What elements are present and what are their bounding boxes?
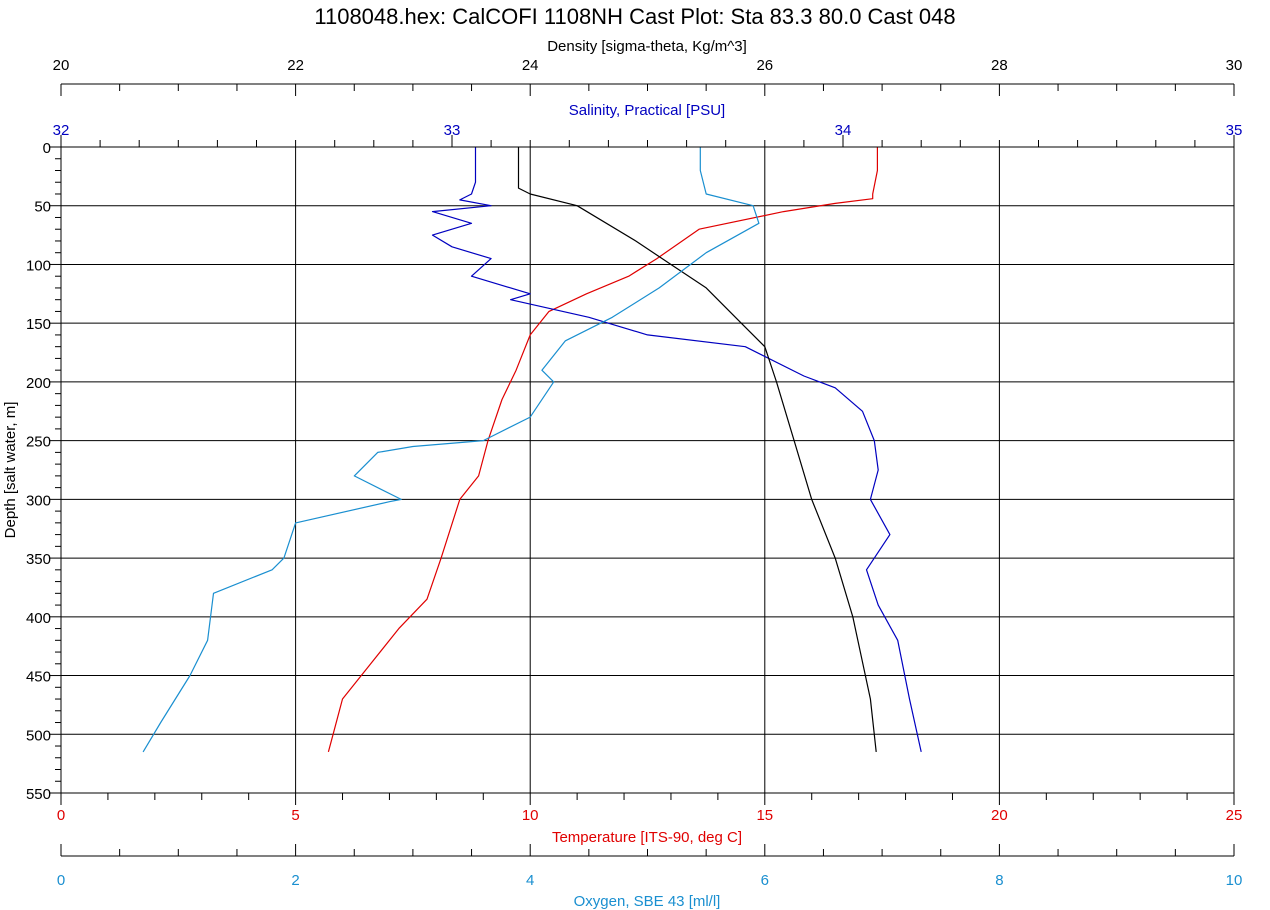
temperature-tick-label: 15 <box>756 807 773 824</box>
density-axis-title: Density [sigma-theta, Kg/m^3] <box>547 38 747 55</box>
y-tick-label: 500 <box>26 727 51 744</box>
oxygen-tick-label: 4 <box>526 872 534 889</box>
y-axis-title: Depth [salt water, m] <box>2 402 19 539</box>
oxygen-axis: 0 2 4 6 8 10 <box>57 844 1243 889</box>
oxygen-tick-label: 2 <box>291 872 299 889</box>
y-tick-label: 50 <box>34 199 51 216</box>
plot-frame <box>60 146 1235 794</box>
chart-title: 1108048.hex: CalCOFI 1108NH Cast Plot: S… <box>314 4 955 29</box>
temperature-axis: 0 5 10 15 20 25 <box>57 792 1243 824</box>
salinity-axis-title: Salinity, Practical [PSU] <box>569 102 725 119</box>
salinity-tick-label: 35 <box>1226 122 1243 139</box>
oxygen-tick-label: 10 <box>1226 872 1243 889</box>
salinity-tick-label: 34 <box>835 122 852 139</box>
density-tick-label: 24 <box>522 57 539 74</box>
density-axis: 20 22 24 26 28 30 <box>53 57 1243 96</box>
temperature-tick-label: 10 <box>522 807 539 824</box>
salinity-axis: 32 33 34 35 <box>53 122 1243 148</box>
oxygen-profile-line <box>142 147 760 753</box>
oxygen-axis-title: Oxygen, SBE 43 [ml/l] <box>574 893 721 910</box>
temperature-profile-line <box>327 147 879 753</box>
y-tick-label: 550 <box>26 786 51 803</box>
oxygen-tick-label: 8 <box>995 872 1003 889</box>
temperature-axis-title: Temperature [ITS-90, deg C] <box>552 829 742 846</box>
y-tick-label: 150 <box>26 316 51 333</box>
y-tick-label: 450 <box>26 669 51 686</box>
y-tick-label: 400 <box>26 610 51 627</box>
series-layer <box>142 147 922 753</box>
salinity-tick-label: 33 <box>444 122 461 139</box>
temperature-tick-label: 20 <box>991 807 1008 824</box>
density-tick-label: 28 <box>991 57 1008 74</box>
density-profile-line <box>517 147 877 752</box>
y-tick-label: 200 <box>26 375 51 392</box>
salinity-tick-label: 32 <box>53 122 70 139</box>
grid <box>60 146 1235 794</box>
density-tick-label: 26 <box>756 57 773 74</box>
density-tick-label: 20 <box>53 57 70 74</box>
oxygen-tick-label: 6 <box>761 872 769 889</box>
temperature-tick-label: 5 <box>291 807 299 824</box>
y-tick-label: 350 <box>26 551 51 568</box>
y-tick-label: 300 <box>26 492 51 509</box>
temperature-tick-label: 0 <box>57 807 65 824</box>
density-tick-label: 30 <box>1226 57 1243 74</box>
y-tick-label: 250 <box>26 434 51 451</box>
y-tick-label: 0 <box>43 140 51 157</box>
y-tick-label: 100 <box>26 257 51 274</box>
density-tick-label: 22 <box>287 57 304 74</box>
oxygen-tick-label: 0 <box>57 872 65 889</box>
temperature-tick-label: 25 <box>1226 807 1243 824</box>
salinity-profile-line <box>431 147 922 753</box>
